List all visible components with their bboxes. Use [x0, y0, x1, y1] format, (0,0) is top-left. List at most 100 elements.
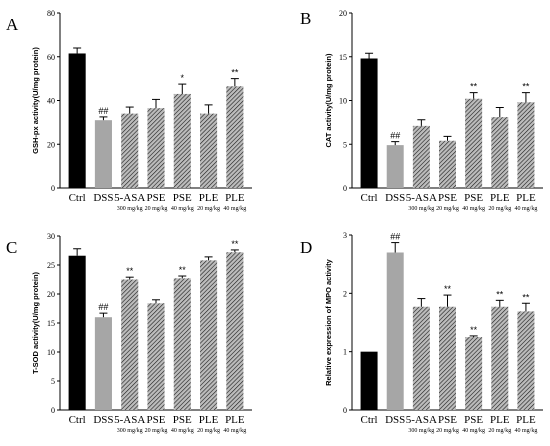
x-tick-label: PSE: [173, 192, 192, 204]
y-tick-label: 0: [343, 406, 347, 415]
bar: [68, 255, 86, 410]
x-tick-label: Ctrl: [361, 414, 378, 426]
y-tick-label: 30: [47, 232, 55, 241]
dose-label: 20 mg/kg: [197, 428, 220, 434]
dose-label: 40 mg/kg: [171, 206, 194, 212]
y-tick-label: 10: [339, 97, 347, 106]
bar: [465, 98, 483, 188]
x-tick-label: 5-ASA: [114, 192, 145, 204]
dose-label: 300 mg/kg: [117, 428, 143, 434]
y-axis-label: GSH-px activity(U/mg protein): [31, 47, 40, 154]
bar: [439, 140, 456, 188]
y-axis-label: T-SOD activity(U/mg protein): [31, 271, 40, 374]
significance-mark: **: [522, 292, 530, 302]
x-tick-label: PLE: [199, 192, 219, 204]
bar: [412, 125, 430, 188]
panel-a: A 0 20 40 60 80 GSH-px activity(U/mg protein) C…: [6, 9, 252, 212]
dose-label: 20 mg/kg: [197, 206, 220, 212]
bar: [226, 86, 244, 188]
x-tick-label: PSE: [147, 192, 166, 204]
x-tick-label: Ctrl: [69, 192, 86, 204]
x-tick-label: DSS: [385, 414, 405, 426]
bar: [439, 306, 456, 410]
bar: [360, 351, 378, 410]
y-tick-label: 3: [343, 231, 347, 240]
dose-label: 40 mg/kg: [515, 428, 538, 434]
panel-label: A: [6, 15, 19, 34]
x-tick-label: PLE: [490, 192, 510, 204]
bar: [386, 252, 404, 410]
x-tick-label: 5-ASA: [406, 192, 437, 204]
x-tick-label: PSE: [438, 192, 457, 204]
y-tick-label: 25: [47, 261, 55, 270]
x-tick-label: PLE: [225, 192, 245, 204]
significance-mark: **: [522, 82, 530, 92]
x-tick-label: PSE: [464, 192, 483, 204]
significance-mark: **: [231, 68, 239, 78]
dose-label: 20 mg/kg: [436, 206, 459, 212]
bar: [517, 311, 535, 410]
significance-mark: *: [181, 73, 185, 83]
y-tick-label: 0: [343, 184, 347, 193]
y-tick-label: 40: [47, 97, 55, 106]
y-tick-label: 2: [343, 289, 347, 298]
bar: [200, 260, 218, 410]
y-tick-label: 60: [47, 53, 55, 62]
panel-c: C 0 5 10 15 20 25 30 T-SOD activity(U/mg protein…: [6, 232, 252, 434]
dose-label: 40 mg/kg: [462, 206, 485, 212]
x-tick-label: PLE: [225, 414, 245, 426]
significance-mark: **: [126, 266, 134, 276]
significance-mark: **: [470, 82, 478, 92]
x-tick-label: PLE: [490, 414, 510, 426]
bar: [386, 145, 404, 188]
bar: [517, 102, 535, 188]
significance-mark: ##: [98, 302, 108, 312]
x-tick-label: DSS: [385, 192, 405, 204]
y-tick-label: 1: [343, 348, 347, 357]
y-axis-label: Relative expression of MPO activity: [324, 258, 333, 386]
x-tick-label: PSE: [438, 414, 457, 426]
dose-label: 40 mg/kg: [223, 206, 246, 212]
panel-label: B: [300, 9, 311, 28]
panel-label: D: [300, 238, 312, 257]
y-axis-label: CAT activity(U/mg protein): [324, 53, 333, 148]
x-tick-label: DSS: [93, 414, 113, 426]
x-tick-label: PLE: [516, 414, 536, 426]
panel-b: B 0 5 10 15 20 CAT activity(U/mg protein) Ctrl #…: [300, 9, 543, 212]
y-tick-label: 10: [47, 348, 55, 357]
significance-mark: ##: [390, 131, 400, 141]
x-tick-label: PLE: [199, 414, 219, 426]
y-tick-label: 0: [51, 184, 55, 193]
significance-mark: ##: [98, 106, 108, 116]
x-tick-label: PSE: [147, 414, 166, 426]
bar: [121, 279, 139, 410]
y-tick-label: 5: [343, 140, 347, 149]
significance-mark: **: [179, 265, 187, 275]
x-tick-label: PSE: [173, 414, 192, 426]
bar: [68, 53, 86, 188]
significance-mark: **: [231, 239, 239, 249]
bar: [360, 58, 378, 188]
x-tick-label: Ctrl: [69, 414, 86, 426]
bar: [412, 306, 430, 410]
dose-label: 20 mg/kg: [436, 428, 459, 434]
x-tick-label: 5-ASA: [114, 414, 145, 426]
dose-label: 20 mg/kg: [145, 428, 168, 434]
panel-d: D 0 1 2 3 Relative expression of MPO activity…: [300, 231, 543, 434]
dose-label: 20 mg/kg: [488, 428, 511, 434]
bar: [147, 303, 165, 410]
x-tick-label: Ctrl: [361, 192, 378, 204]
bar: [94, 120, 112, 188]
significance-mark: **: [496, 289, 504, 299]
bar: [491, 117, 509, 188]
y-tick-label: 0: [51, 406, 55, 415]
panel-label: C: [6, 238, 17, 257]
x-tick-label: PSE: [464, 414, 483, 426]
dose-label: 300 mg/kg: [408, 428, 434, 434]
bar: [465, 337, 483, 410]
dose-label: 40 mg/kg: [462, 428, 485, 434]
y-tick-label: 20: [339, 9, 347, 18]
dose-label: 40 mg/kg: [223, 428, 246, 434]
